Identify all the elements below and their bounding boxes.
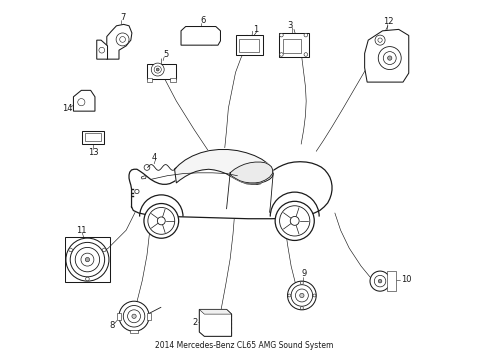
Circle shape (132, 314, 136, 319)
Bar (130, 330, 137, 333)
Circle shape (147, 207, 174, 234)
Text: 1: 1 (252, 25, 258, 34)
Text: 12: 12 (382, 17, 392, 26)
Circle shape (383, 51, 395, 64)
Circle shape (374, 35, 384, 45)
Circle shape (156, 68, 159, 71)
Bar (117, 313, 121, 320)
Text: 4: 4 (151, 153, 157, 162)
Circle shape (70, 242, 104, 277)
Circle shape (102, 248, 106, 252)
Text: 2: 2 (192, 318, 197, 327)
Circle shape (135, 189, 139, 194)
Text: 9: 9 (301, 269, 305, 278)
Text: 5: 5 (163, 50, 168, 59)
Circle shape (279, 206, 309, 236)
Bar (147, 78, 152, 82)
Circle shape (157, 217, 165, 225)
Bar (170, 78, 175, 82)
Circle shape (78, 99, 85, 106)
Circle shape (275, 201, 314, 240)
Text: 7: 7 (120, 13, 125, 22)
Circle shape (304, 53, 307, 56)
Circle shape (387, 56, 391, 60)
Circle shape (143, 203, 178, 238)
Circle shape (119, 301, 149, 331)
Bar (147, 313, 151, 320)
Polygon shape (199, 310, 231, 314)
Circle shape (66, 238, 109, 281)
Text: 14: 14 (62, 104, 73, 113)
Circle shape (123, 306, 144, 327)
Polygon shape (386, 271, 395, 291)
Polygon shape (106, 24, 132, 59)
Circle shape (151, 63, 164, 76)
Circle shape (81, 253, 94, 266)
Text: 6: 6 (200, 15, 205, 24)
Polygon shape (230, 162, 272, 183)
Bar (147, 64, 175, 78)
Polygon shape (364, 30, 408, 82)
Circle shape (127, 310, 140, 323)
Bar (82, 131, 104, 144)
Polygon shape (174, 149, 273, 184)
Circle shape (373, 275, 385, 287)
Circle shape (300, 307, 303, 310)
Circle shape (85, 277, 89, 281)
Circle shape (295, 289, 308, 302)
Circle shape (75, 247, 100, 272)
Bar (278, 33, 308, 57)
Polygon shape (141, 176, 146, 179)
Polygon shape (181, 27, 220, 45)
Text: 2014 Mercedes-Benz CL65 AMG Sound System: 2014 Mercedes-Benz CL65 AMG Sound System (155, 341, 333, 350)
Circle shape (120, 37, 125, 42)
Bar (235, 36, 262, 55)
Circle shape (299, 293, 304, 298)
Circle shape (279, 53, 283, 56)
Text: 8: 8 (109, 321, 114, 330)
Circle shape (287, 281, 316, 310)
Circle shape (154, 66, 161, 73)
Bar (283, 40, 301, 53)
Circle shape (144, 165, 149, 170)
Text: 11: 11 (76, 226, 86, 235)
Circle shape (377, 38, 382, 42)
Text: 10: 10 (400, 275, 410, 284)
Circle shape (279, 33, 283, 37)
Polygon shape (129, 162, 331, 219)
Polygon shape (199, 310, 231, 336)
Polygon shape (97, 40, 107, 59)
Circle shape (304, 33, 307, 37)
Bar (65, 237, 110, 282)
Circle shape (290, 216, 299, 225)
Text: 13: 13 (88, 148, 98, 157)
Circle shape (287, 294, 290, 297)
Circle shape (378, 279, 381, 283)
Circle shape (99, 47, 104, 53)
Circle shape (116, 33, 129, 46)
Circle shape (378, 46, 400, 69)
Circle shape (300, 282, 303, 284)
Polygon shape (73, 90, 95, 111)
Circle shape (369, 271, 389, 291)
Circle shape (290, 285, 312, 306)
Bar (239, 39, 259, 52)
Circle shape (85, 257, 89, 262)
Circle shape (69, 248, 72, 252)
Bar (85, 134, 101, 141)
Text: 3: 3 (286, 21, 292, 30)
Circle shape (312, 294, 315, 297)
